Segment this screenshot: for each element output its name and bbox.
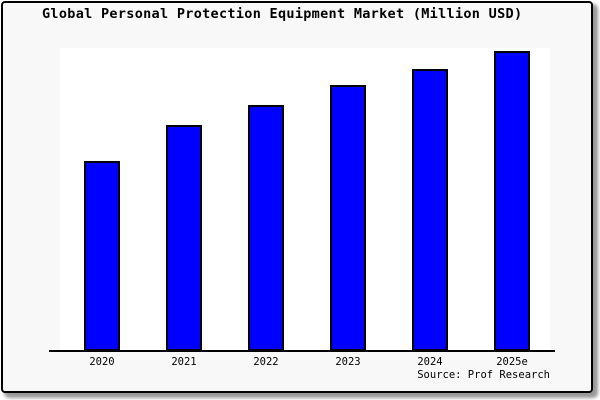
plot-area [60,48,550,351]
bar-2023 [330,85,366,351]
x-tick-label-2025e: 2025e [496,356,528,368]
x-tick-label-2024: 2024 [417,356,443,368]
bar-2020 [84,161,120,351]
bar-2021 [166,125,202,351]
x-tick-label-2020: 2020 [89,356,115,368]
source-credit: Source: Prof Research [417,369,550,381]
bar-2022 [248,105,284,351]
bar-2024 [412,69,448,351]
chart-title: Global Personal Protection Equipment Mar… [42,6,523,22]
x-axis-line [49,350,555,352]
x-tick-label-2023: 2023 [335,356,361,368]
x-tick-label-2022: 2022 [253,356,279,368]
x-tick-label-2021: 2021 [171,356,197,368]
bar-2025e [494,51,530,351]
